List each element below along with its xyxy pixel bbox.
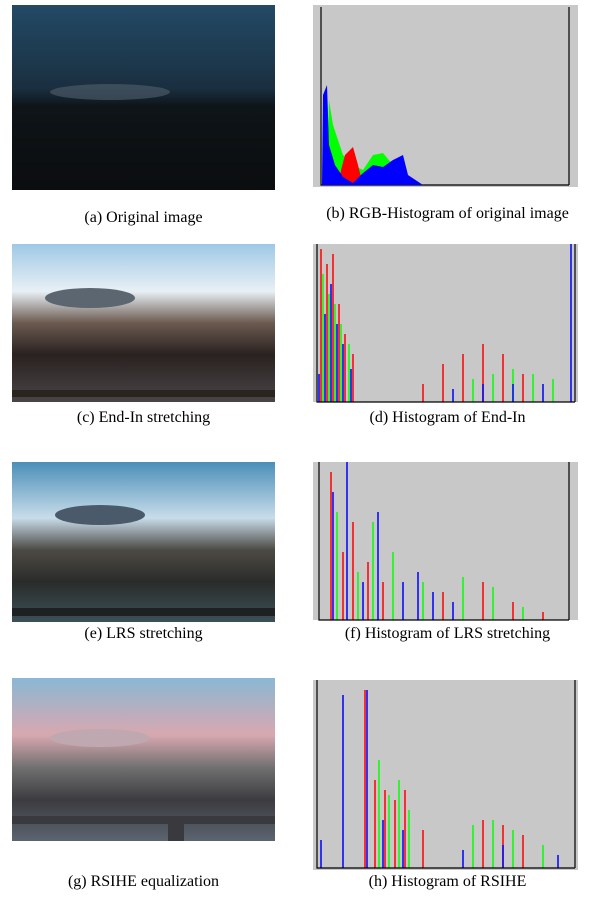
post	[168, 816, 184, 841]
photo	[12, 244, 275, 402]
caption: (d) Histogram of End-In	[305, 409, 590, 427]
histogram	[313, 244, 578, 402]
rail	[12, 816, 275, 824]
caption: (h) Histogram of RSIHE	[305, 873, 590, 891]
histogram	[313, 462, 578, 620]
caption: (g) RSIHE equalization	[12, 873, 275, 891]
photo	[12, 462, 275, 622]
cloud	[50, 84, 170, 100]
caption: (c) End-In stretching	[12, 409, 275, 427]
caption: (a) Original image	[12, 209, 275, 227]
cloud	[55, 505, 145, 525]
caption: (e) LRS stretching	[12, 625, 275, 643]
caption: (f) Histogram of LRS stretching	[300, 625, 595, 643]
histogram	[313, 5, 578, 187]
caption: (b) RGB-Histogram of original image	[305, 205, 590, 223]
figure	[0, 0, 601, 897]
rail	[12, 608, 275, 616]
page: (a) Original image (b) RGB-Histogram of …	[0, 0, 601, 897]
cloud	[50, 729, 150, 747]
cloud	[45, 288, 135, 308]
histogram	[313, 680, 578, 870]
rail	[12, 390, 275, 397]
